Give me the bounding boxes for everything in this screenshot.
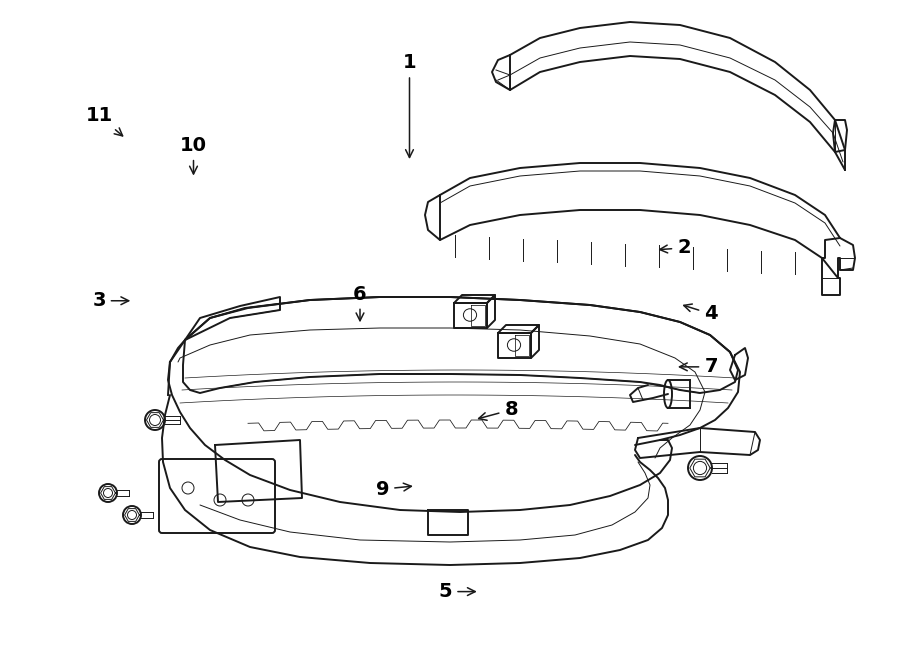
Text: 6: 6 bbox=[353, 285, 367, 321]
Text: 10: 10 bbox=[180, 136, 207, 174]
Text: 8: 8 bbox=[479, 401, 518, 420]
Text: 4: 4 bbox=[684, 304, 718, 323]
Text: 7: 7 bbox=[680, 358, 718, 376]
Text: 11: 11 bbox=[86, 106, 122, 136]
Text: 3: 3 bbox=[92, 292, 129, 310]
Text: 5: 5 bbox=[438, 582, 475, 601]
Text: 2: 2 bbox=[660, 239, 691, 257]
Text: 1: 1 bbox=[402, 54, 417, 157]
Text: 9: 9 bbox=[376, 480, 411, 498]
